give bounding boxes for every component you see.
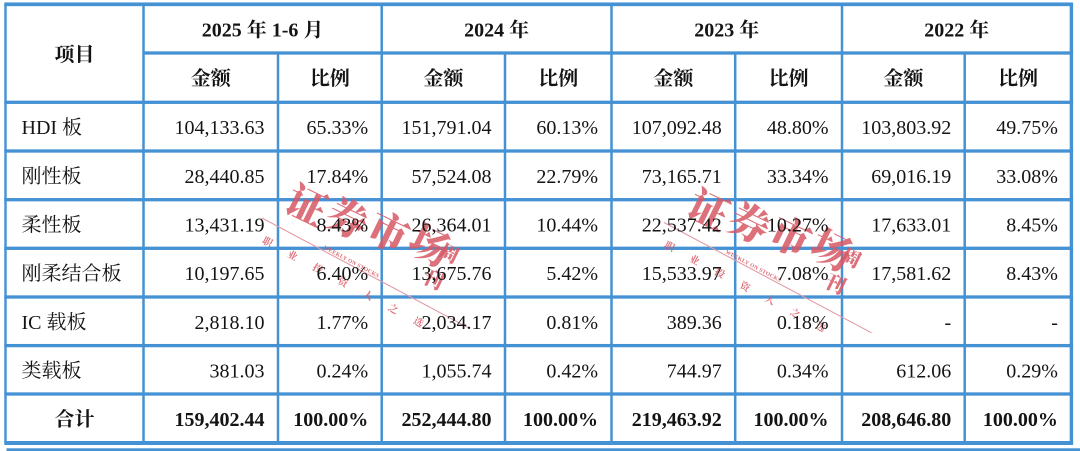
svg-text:2,818.10: 2,818.10 <box>195 312 265 334</box>
svg-text:60.13%: 60.13% <box>536 117 598 139</box>
svg-text:0.18%: 0.18% <box>777 312 829 334</box>
svg-text:15,533.97: 15,533.97 <box>642 263 722 285</box>
svg-text:10.44%: 10.44% <box>536 215 598 237</box>
svg-text:0.29%: 0.29% <box>1006 360 1058 382</box>
svg-text:0.34%: 0.34% <box>777 360 829 382</box>
svg-text:13,431.19: 13,431.19 <box>185 215 265 237</box>
svg-text:2022: 2022 <box>924 20 964 42</box>
svg-text:389.36: 389.36 <box>667 312 722 334</box>
svg-text:28,440.85: 28,440.85 <box>185 166 265 188</box>
svg-text:252,444.80: 252,444.80 <box>402 409 492 431</box>
svg-text:49.75%: 49.75% <box>996 117 1058 139</box>
svg-text:26,364.01: 26,364.01 <box>412 215 492 237</box>
svg-text:2,034.17: 2,034.17 <box>422 312 492 334</box>
svg-text:2023: 2023 <box>694 20 734 42</box>
svg-text:2024: 2024 <box>464 20 504 42</box>
svg-text:1.77%: 1.77% <box>317 312 369 334</box>
svg-text:22.79%: 22.79% <box>536 166 598 188</box>
svg-text:69,016.19: 69,016.19 <box>871 166 951 188</box>
svg-text:107,092.48: 107,092.48 <box>632 117 722 139</box>
svg-text:-: - <box>945 312 952 334</box>
svg-text:0.42%: 0.42% <box>546 360 598 382</box>
svg-text:65.33%: 65.33% <box>307 117 369 139</box>
svg-text:48.80%: 48.80% <box>767 117 829 139</box>
svg-text:8.43%: 8.43% <box>1006 263 1058 285</box>
svg-text:IC: IC <box>22 312 42 334</box>
svg-text:10,197.65: 10,197.65 <box>185 263 265 285</box>
svg-text:208,646.80: 208,646.80 <box>861 409 951 431</box>
svg-text:1,055.74: 1,055.74 <box>422 360 492 382</box>
svg-text:13,675.76: 13,675.76 <box>412 263 492 285</box>
svg-text:33.08%: 33.08% <box>996 166 1058 188</box>
svg-text:7.08%: 7.08% <box>777 263 829 285</box>
svg-text:8.43%: 8.43% <box>317 215 369 237</box>
svg-text:5.42%: 5.42% <box>546 263 598 285</box>
svg-text:22,537.42: 22,537.42 <box>642 215 722 237</box>
svg-text:10.27%: 10.27% <box>767 215 829 237</box>
svg-text:381.03: 381.03 <box>210 360 265 382</box>
svg-text:159,402.44: 159,402.44 <box>175 409 265 431</box>
svg-text:73,165.71: 73,165.71 <box>642 166 722 188</box>
svg-text:57,524.08: 57,524.08 <box>412 166 492 188</box>
svg-text:104,133.63: 104,133.63 <box>175 117 265 139</box>
svg-text:17,581.62: 17,581.62 <box>871 263 951 285</box>
svg-text:2025: 2025 <box>202 20 242 42</box>
svg-text:0.24%: 0.24% <box>317 360 369 382</box>
svg-text:612.06: 612.06 <box>896 360 951 382</box>
svg-text:219,463.92: 219,463.92 <box>632 409 722 431</box>
svg-text:100.00%: 100.00% <box>523 409 598 431</box>
svg-text:100.00%: 100.00% <box>754 409 829 431</box>
svg-text:744.97: 744.97 <box>667 360 722 382</box>
svg-text:33.34%: 33.34% <box>767 166 829 188</box>
svg-text:8.45%: 8.45% <box>1006 215 1058 237</box>
svg-text:HDI: HDI <box>22 117 58 139</box>
svg-text:17,633.01: 17,633.01 <box>871 215 951 237</box>
svg-text:6.40%: 6.40% <box>317 263 369 285</box>
svg-text:1-6: 1-6 <box>272 20 299 42</box>
svg-text:103,803.92: 103,803.92 <box>861 117 951 139</box>
svg-text:151,791.04: 151,791.04 <box>402 117 492 139</box>
svg-text:17.84%: 17.84% <box>307 166 369 188</box>
svg-text:100.00%: 100.00% <box>983 409 1058 431</box>
svg-text:-: - <box>1051 312 1058 334</box>
svg-text:100.00%: 100.00% <box>293 409 368 431</box>
svg-text:0.81%: 0.81% <box>546 312 598 334</box>
